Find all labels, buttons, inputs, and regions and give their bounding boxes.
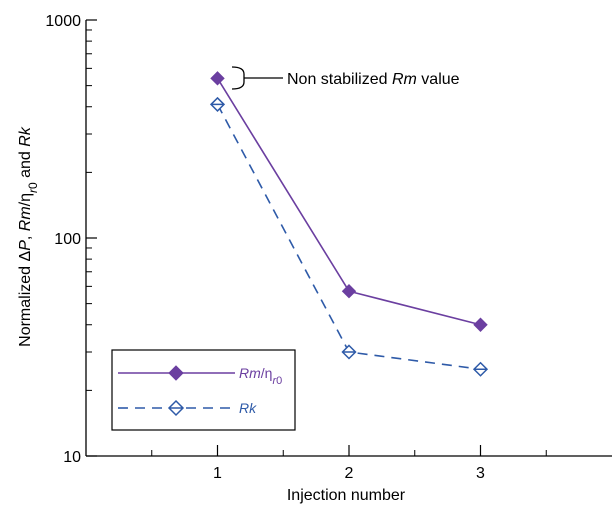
data-point-rm [341, 284, 357, 299]
annotation-bracket [231, 66, 250, 90]
legend-marker-rk [167, 399, 185, 417]
annotation: Non stabilized Rm value [231, 66, 460, 90]
legend-label-rk: Rk [239, 400, 257, 416]
ticks: 10 100 1000 1 2 3 [45, 13, 547, 482]
annotation-text: Non stabilized Rm value [287, 71, 460, 88]
y-axis-title: Normalized ΔP, Rm/ηr0 and Rk [17, 126, 40, 347]
data-point-rk [341, 344, 357, 360]
legend-marker-rm [168, 365, 184, 381]
legend-label-rm: Rm/ηr0 [239, 365, 282, 387]
x-tick-label: 1 [213, 465, 222, 482]
x-tick-label: 2 [345, 465, 354, 482]
data-point-rk [209, 96, 226, 112]
legend-box [111, 349, 296, 431]
data-point-rm [210, 71, 225, 86]
data-point-rk [472, 361, 489, 377]
y-tick-label: 10 [63, 449, 81, 466]
x-axis-title: Injection number [287, 487, 406, 504]
series-line-rk [216, 104, 481, 371]
series-layer [209, 71, 489, 377]
y-tick-label: 1000 [45, 13, 81, 30]
legend: Rm/ηr0 Rk [111, 349, 296, 431]
x-tick-label: 3 [476, 465, 485, 482]
y-tick-label: 100 [54, 231, 81, 248]
data-point-rm [473, 317, 488, 332]
